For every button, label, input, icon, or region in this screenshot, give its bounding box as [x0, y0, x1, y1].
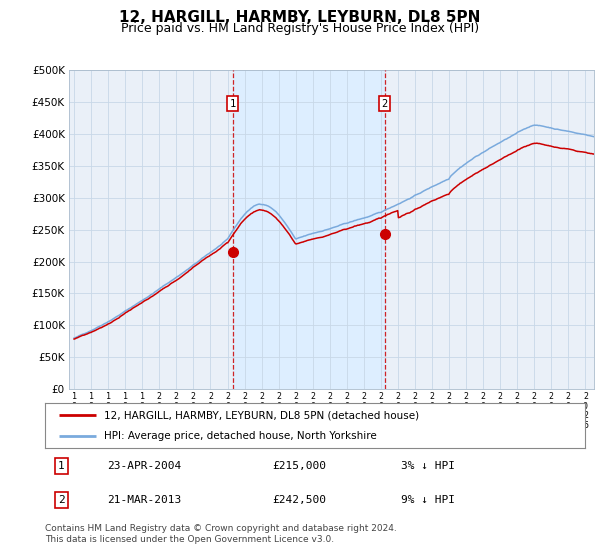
Bar — [233, 70, 385, 389]
Text: 12, HARGILL, HARMBY, LEYBURN, DL8 5PN (detached house): 12, HARGILL, HARMBY, LEYBURN, DL8 5PN (d… — [104, 410, 419, 421]
Text: 9% ↓ HPI: 9% ↓ HPI — [401, 495, 455, 505]
Text: 21-MAR-2013: 21-MAR-2013 — [107, 495, 181, 505]
Text: 2: 2 — [382, 99, 388, 109]
Text: £215,000: £215,000 — [272, 461, 326, 471]
Text: HPI: Average price, detached house, North Yorkshire: HPI: Average price, detached house, Nort… — [104, 431, 377, 441]
Text: 3% ↓ HPI: 3% ↓ HPI — [401, 461, 455, 471]
Text: 23-APR-2004: 23-APR-2004 — [107, 461, 181, 471]
Text: £242,500: £242,500 — [272, 495, 326, 505]
Text: 1: 1 — [230, 99, 236, 109]
Text: 2: 2 — [58, 495, 65, 505]
Text: Contains HM Land Registry data © Crown copyright and database right 2024.
This d: Contains HM Land Registry data © Crown c… — [45, 524, 397, 544]
Text: Price paid vs. HM Land Registry's House Price Index (HPI): Price paid vs. HM Land Registry's House … — [121, 22, 479, 35]
Text: 1: 1 — [58, 461, 65, 471]
Text: 12, HARGILL, HARMBY, LEYBURN, DL8 5PN: 12, HARGILL, HARMBY, LEYBURN, DL8 5PN — [119, 10, 481, 25]
